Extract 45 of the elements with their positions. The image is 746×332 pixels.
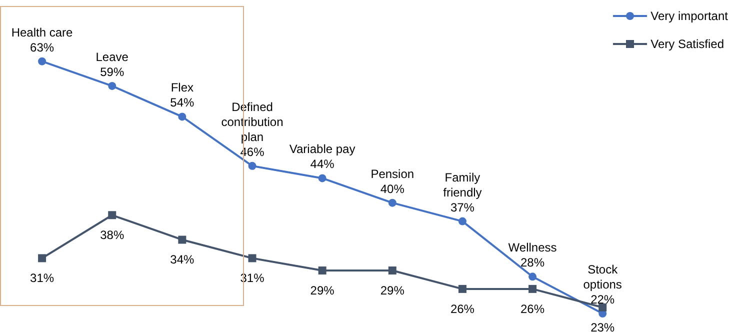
point xyxy=(458,284,466,293)
point xyxy=(318,266,326,274)
x-tick-label: Flex xyxy=(170,80,194,95)
data-label: 22% xyxy=(590,292,615,307)
point xyxy=(178,236,186,244)
data-label: 46% xyxy=(240,144,265,159)
point xyxy=(528,284,537,293)
point xyxy=(108,211,116,220)
data-label: 28% xyxy=(520,256,545,270)
point xyxy=(248,254,256,262)
data-label: 31% xyxy=(240,271,265,286)
data-label: 26% xyxy=(450,302,475,316)
data-label: 37% xyxy=(450,200,475,214)
data-label: 31% xyxy=(30,271,54,286)
x-tick-label: Pension xyxy=(370,166,414,181)
x-tick-label: Variable pay xyxy=(289,142,356,156)
point xyxy=(108,82,116,90)
point xyxy=(38,254,46,262)
point xyxy=(38,57,46,66)
x-tick-label: Family friendly xyxy=(443,170,482,200)
data-label: 38% xyxy=(100,228,124,242)
x-tick-label: Stock options xyxy=(583,262,622,292)
point xyxy=(318,174,326,182)
x-tick-label: Defined contribution plan xyxy=(221,100,284,144)
point xyxy=(178,112,186,121)
point xyxy=(528,272,537,281)
data-label: 29% xyxy=(380,283,405,298)
data-label: 40% xyxy=(380,182,405,196)
x-tick-label: Wellness xyxy=(508,240,557,255)
data-label: 34% xyxy=(170,252,195,267)
legend-label: Very important xyxy=(650,9,728,23)
data-label: 29% xyxy=(310,283,335,298)
data-label: 26% xyxy=(520,302,545,316)
point xyxy=(458,217,466,226)
data-label: 44% xyxy=(310,157,335,172)
data-label: 59% xyxy=(100,64,124,79)
point xyxy=(248,162,256,170)
data-label: 23% xyxy=(590,320,615,332)
data-label: 63% xyxy=(30,40,54,54)
legend-label: Very Satisfied xyxy=(650,37,724,51)
data-label: 54% xyxy=(170,96,195,110)
x-tick-label: Health care xyxy=(11,25,74,40)
point xyxy=(388,266,396,274)
x-tick-label: Leave xyxy=(96,50,129,64)
point xyxy=(388,198,396,207)
